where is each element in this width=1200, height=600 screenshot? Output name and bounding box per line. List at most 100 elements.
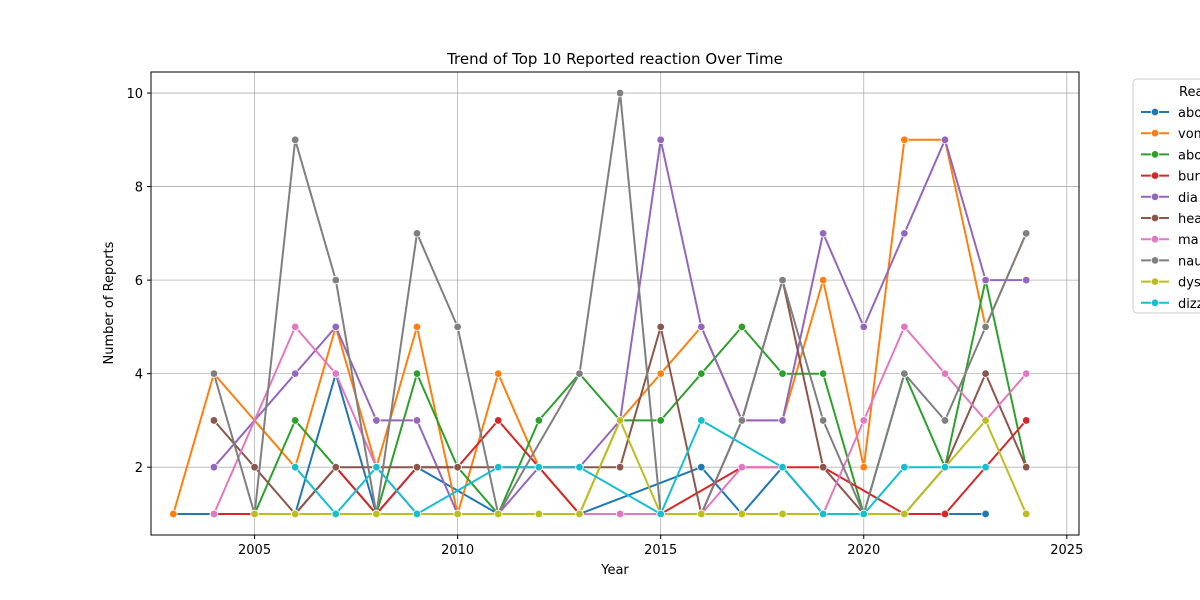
data-point bbox=[453, 509, 462, 519]
data-point bbox=[818, 509, 828, 519]
legend-title: Rea bbox=[1179, 85, 1200, 100]
data-point bbox=[656, 322, 665, 332]
data-point bbox=[818, 369, 828, 378]
data-point bbox=[737, 462, 747, 472]
data-point bbox=[981, 275, 990, 285]
data-point bbox=[331, 322, 340, 332]
series-dizz bbox=[290, 416, 990, 519]
data-point bbox=[209, 369, 219, 378]
data-point bbox=[209, 416, 219, 425]
data-point bbox=[818, 275, 828, 285]
data-point bbox=[209, 462, 219, 472]
series-line bbox=[212, 92, 1028, 515]
data-point bbox=[494, 416, 503, 425]
data-point bbox=[900, 509, 909, 519]
data-point bbox=[818, 229, 828, 238]
data-point bbox=[940, 416, 950, 425]
y-tick-label: 10 bbox=[126, 87, 143, 102]
data-point bbox=[778, 509, 787, 519]
data-point bbox=[900, 229, 909, 238]
data-point bbox=[494, 369, 503, 378]
data-point bbox=[981, 322, 990, 332]
legend-label: dizz bbox=[1178, 297, 1200, 312]
legend: Rea abo vom abo bur dia hea ma nau dys dizz bbox=[1132, 78, 1200, 314]
legend-marker bbox=[1150, 150, 1160, 159]
data-point bbox=[209, 509, 219, 519]
data-point bbox=[778, 275, 787, 285]
data-point bbox=[250, 462, 259, 472]
data-point bbox=[290, 322, 300, 332]
legend-label: dys bbox=[1178, 276, 1200, 291]
data-point bbox=[697, 416, 706, 425]
data-point bbox=[372, 416, 381, 425]
series-layer bbox=[169, 88, 1031, 519]
data-point bbox=[615, 509, 625, 519]
legend-label: vom bbox=[1178, 127, 1200, 142]
data-point bbox=[737, 416, 747, 425]
data-point bbox=[372, 509, 381, 519]
legend-marker bbox=[1150, 213, 1160, 223]
data-point bbox=[575, 509, 584, 519]
data-point bbox=[331, 462, 340, 472]
series-line bbox=[254, 419, 1028, 515]
data-point bbox=[412, 322, 422, 332]
plot-frame bbox=[150, 71, 1080, 536]
data-point bbox=[900, 462, 909, 472]
data-point bbox=[900, 322, 909, 332]
data-point bbox=[778, 369, 787, 378]
legend-label: ma bbox=[1178, 233, 1199, 248]
data-point bbox=[697, 509, 706, 519]
legend-marker bbox=[1150, 107, 1160, 117]
legend-marker bbox=[1150, 128, 1160, 138]
legend-label: nau bbox=[1178, 254, 1200, 269]
data-point bbox=[697, 369, 706, 378]
data-point bbox=[412, 509, 422, 519]
data-point bbox=[737, 509, 747, 519]
data-point bbox=[859, 462, 868, 472]
data-point bbox=[494, 462, 503, 472]
ticks: 2005 2010 2015 2020 2025 2 4 6 8 10 bbox=[126, 87, 1083, 558]
data-point bbox=[1022, 369, 1031, 378]
series-line bbox=[213, 138, 1027, 515]
y-tick-label: 6 bbox=[135, 274, 143, 289]
data-point bbox=[940, 135, 950, 145]
data-point bbox=[290, 135, 300, 145]
data-point bbox=[372, 462, 381, 472]
data-point bbox=[656, 135, 665, 145]
chart-title: Trend of Top 10 Reported reaction Over T… bbox=[446, 50, 783, 68]
data-point bbox=[412, 462, 422, 472]
data-point bbox=[656, 369, 665, 378]
data-point bbox=[534, 509, 544, 519]
data-point bbox=[494, 509, 503, 519]
data-point bbox=[737, 322, 747, 332]
data-point bbox=[1022, 275, 1031, 285]
data-point bbox=[697, 322, 706, 332]
data-point bbox=[1022, 462, 1031, 472]
y-tick-label: 2 bbox=[135, 461, 143, 476]
data-point bbox=[412, 369, 422, 378]
data-point bbox=[412, 416, 422, 425]
data-point bbox=[900, 369, 909, 378]
data-point bbox=[981, 462, 990, 472]
y-axis-label: Number of Reports bbox=[102, 241, 117, 364]
y-tick-label: 8 bbox=[135, 181, 143, 196]
data-point bbox=[981, 369, 990, 378]
data-point bbox=[453, 322, 462, 332]
data-point bbox=[331, 369, 340, 378]
legend-label: abo bbox=[1178, 148, 1200, 163]
x-axis-label: Year bbox=[600, 563, 629, 578]
data-point bbox=[250, 509, 259, 519]
data-point bbox=[1022, 229, 1031, 238]
legend-marker bbox=[1150, 234, 1160, 244]
data-point bbox=[859, 322, 868, 332]
legend-label: bur bbox=[1178, 170, 1200, 185]
data-point bbox=[697, 462, 706, 472]
data-point bbox=[534, 462, 544, 472]
legend-marker bbox=[1150, 256, 1160, 265]
legend-label: hea bbox=[1178, 212, 1200, 227]
data-point bbox=[859, 416, 868, 425]
data-point bbox=[818, 416, 828, 425]
data-point bbox=[615, 416, 625, 425]
